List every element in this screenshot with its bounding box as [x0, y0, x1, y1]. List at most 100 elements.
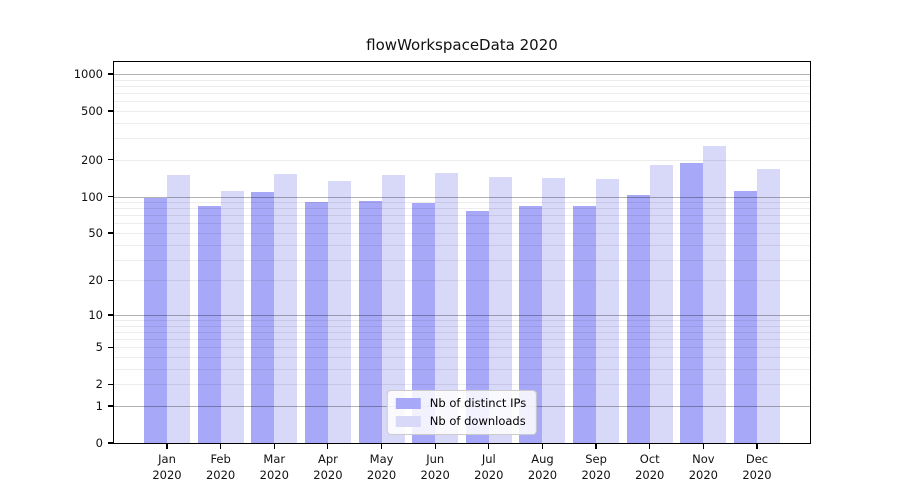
gridline-minor — [114, 138, 810, 140]
y-tick-mark — [108, 383, 113, 385]
x-tick-label-aug: Aug 2020 — [527, 452, 558, 482]
bar-ips-feb — [197, 206, 221, 443]
legend-entry-ips: Nb of distinct IPs — [395, 396, 527, 410]
bar-downloads-apr — [327, 181, 351, 443]
x-tick-label-nov: Nov 2020 — [688, 452, 718, 482]
gridline-minor — [114, 233, 810, 234]
gridline-minor — [114, 159, 810, 161]
gridline-minor — [114, 347, 810, 349]
bar-ips-jan — [144, 198, 167, 443]
y-tick-label-50: 50 — [88, 226, 103, 240]
y-tick-mark — [108, 279, 113, 281]
bar-downloads-jun — [435, 172, 459, 443]
legend: Nb of distinct IPs Nb of downloads — [386, 390, 538, 435]
x-tick-mark — [702, 444, 704, 449]
legend-label: Nb of distinct IPs — [429, 396, 527, 410]
x-tick-mark — [756, 444, 758, 449]
x-tick-label-dec: Dec 2020 — [742, 452, 772, 482]
x-tick-mark — [541, 444, 544, 449]
bar-downloads-feb — [220, 191, 244, 443]
y-tick-label-10: 10 — [88, 307, 103, 322]
legend-swatch — [395, 416, 421, 427]
x-tick-mark — [380, 444, 383, 449]
bar-downloads-jan — [167, 175, 190, 443]
x-tick-label-mar: Mar 2020 — [259, 452, 289, 482]
gridline-minor — [114, 85, 810, 87]
gridline-major — [114, 314, 810, 316]
x-tick-label-jul: Jul 2020 — [474, 452, 504, 482]
gridline-minor — [114, 215, 810, 217]
bar-downloads-dec — [757, 169, 780, 443]
plot-area: Nb of distinct IPs Nb of downloads — [113, 61, 811, 444]
y-tick-mark — [108, 73, 113, 75]
y-tick-mark — [108, 195, 113, 198]
x-tick-mark — [220, 444, 222, 449]
legend-label: Nb of downloads — [429, 414, 526, 428]
x-tick-label-jun: Jun 2020 — [420, 452, 450, 482]
gridline-minor — [114, 325, 810, 327]
gridline-major — [114, 74, 810, 75]
gridline-major — [114, 196, 810, 198]
y-tick-mark — [108, 110, 113, 112]
bar-ips-dec — [734, 191, 757, 443]
y-tick-label-1: 1 — [95, 398, 103, 413]
bar-ips-mar — [251, 192, 275, 443]
gridline-minor — [114, 280, 810, 282]
gridline-minor — [114, 259, 810, 261]
bar-downloads-mar — [274, 174, 298, 443]
y-tick-mark — [108, 314, 113, 316]
bar-downloads-may — [381, 175, 405, 443]
x-tick-mark — [166, 444, 168, 449]
gridline-minor — [114, 331, 810, 333]
bar-ips-nov — [680, 162, 704, 443]
gridline-minor — [114, 384, 810, 386]
bar-downloads-aug — [542, 178, 566, 443]
y-tick-label-0: 0 — [95, 436, 103, 450]
x-tick-label-oct: Oct 2020 — [635, 452, 665, 482]
gridline-minor — [114, 111, 810, 112]
gridline-minor — [114, 79, 810, 81]
bar-ips-oct — [626, 194, 650, 443]
gridline-minor — [114, 202, 810, 204]
x-tick-label-may: May 2020 — [366, 452, 397, 482]
x-tick-label-sep: Sep 2020 — [581, 452, 611, 482]
gridline-minor — [114, 223, 810, 225]
gridline-minor — [114, 93, 810, 94]
y-tick-mark — [108, 346, 113, 348]
bar-downloads-oct — [649, 164, 673, 443]
x-tick-mark — [327, 444, 329, 449]
x-tick-label-jan: Jan 2020 — [152, 452, 182, 482]
x-tick-label-apr: Apr 2020 — [313, 452, 343, 482]
legend-entry-downloads: Nb of downloads — [395, 414, 526, 428]
x-tick-label-feb: Feb 2020 — [205, 452, 236, 482]
y-tick-label-1000: 1000 — [73, 67, 103, 82]
bar-ips-aug — [519, 205, 543, 443]
gridline-minor — [114, 101, 810, 103]
y-tick-mark — [108, 442, 113, 444]
y-tick-label-2: 2 — [95, 377, 103, 392]
gridline-minor — [114, 244, 810, 246]
x-tick-mark — [488, 444, 490, 449]
y-tick-label-20: 20 — [88, 273, 103, 288]
x-tick-mark — [273, 444, 275, 449]
y-tick-label-500: 500 — [81, 103, 103, 118]
bar-ips-apr — [304, 202, 328, 443]
bar-downloads-nov — [703, 146, 727, 443]
chart-title: flowWorkspaceData 2020 — [366, 36, 558, 54]
y-tick-label-100: 100 — [81, 189, 103, 204]
gridline-minor — [114, 320, 810, 321]
bar-ips-sep — [573, 206, 597, 443]
gridline-minor — [114, 369, 810, 370]
gridline-minor — [114, 339, 810, 341]
gridline-minor — [114, 357, 810, 358]
y-tick-mark — [108, 405, 113, 407]
y-tick-label-5: 5 — [95, 340, 103, 355]
x-tick-mark — [434, 444, 436, 449]
legend-swatch — [395, 398, 421, 409]
gridline-minor — [114, 208, 810, 210]
y-tick-mark — [108, 159, 113, 161]
bar-ips-jul — [465, 211, 489, 443]
x-tick-mark — [595, 444, 597, 449]
y-tick-label-200: 200 — [81, 152, 103, 167]
